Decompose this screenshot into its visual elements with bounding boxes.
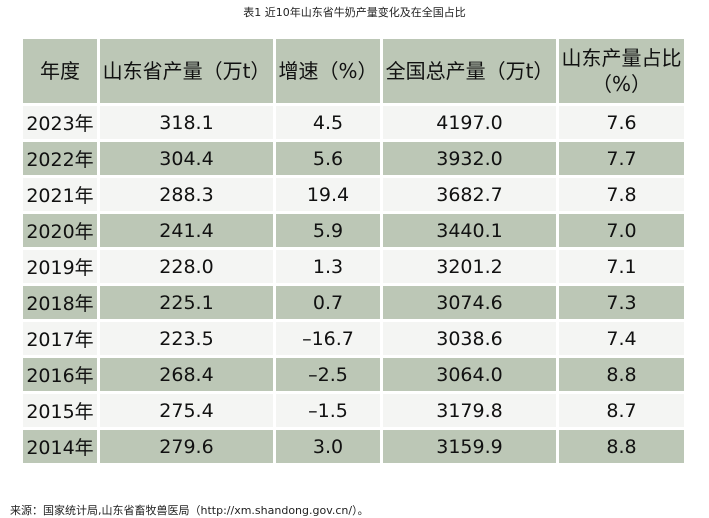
cell-national-output: 3682.7 xyxy=(380,175,559,214)
cell-shandong-output: 304.4 xyxy=(97,139,276,178)
table-row: 2022年 304.4 5.6 3932.0 7.7 xyxy=(20,139,687,178)
cell-shandong-share: 8.8 xyxy=(556,355,687,394)
column-header-national-output: 全国总产量（万t） xyxy=(380,36,559,106)
cell-shandong-share: 7.4 xyxy=(556,319,687,358)
table-row: 2018年 225.1 0.7 3074.6 7.3 xyxy=(20,283,687,322)
cell-shandong-output: 225.1 xyxy=(97,283,276,322)
cell-growth-rate: 3.0 xyxy=(273,427,383,466)
cell-national-output: 3038.6 xyxy=(380,319,559,358)
cell-shandong-share: 7.0 xyxy=(556,211,687,250)
cell-year: 2023年 xyxy=(20,103,100,142)
cell-year: 2019年 xyxy=(20,247,100,286)
cell-year: 2014年 xyxy=(20,427,100,466)
table-row: 2016年 268.4 –2.5 3064.0 8.8 xyxy=(20,355,687,394)
cell-national-output: 3074.6 xyxy=(380,283,559,322)
cell-year: 2020年 xyxy=(20,211,100,250)
cell-growth-rate: 5.6 xyxy=(273,139,383,178)
cell-national-output: 3064.0 xyxy=(380,355,559,394)
cell-shandong-share: 8.7 xyxy=(556,391,687,430)
cell-shandong-share: 7.3 xyxy=(556,283,687,322)
column-header-growth-rate: 增速（%） xyxy=(273,36,383,106)
source-note: 来源：国家统计局,山东省畜牧兽医局（http://xm.shandong.gov… xyxy=(10,504,369,517)
table-row: 2023年 318.1 4.5 4197.0 7.6 xyxy=(20,103,687,142)
cell-year: 2021年 xyxy=(20,175,100,214)
cell-national-output: 3932.0 xyxy=(380,139,559,178)
cell-shandong-output: 223.5 xyxy=(97,319,276,358)
cell-growth-rate: –16.7 xyxy=(273,319,383,358)
column-header-shandong-output: 山东省产量（万t） xyxy=(97,36,276,106)
cell-year: 2015年 xyxy=(20,391,100,430)
cell-national-output: 4197.0 xyxy=(380,103,559,142)
cell-national-output: 3159.9 xyxy=(380,427,559,466)
cell-shandong-output: 318.1 xyxy=(97,103,276,142)
table-row: 2014年 279.6 3.0 3159.9 8.8 xyxy=(20,427,687,466)
table-body: 2023年 318.1 4.5 4197.0 7.6 2022年 304.4 5.6 3932.… xyxy=(20,103,687,466)
cell-shandong-output: 288.3 xyxy=(97,175,276,214)
table-row: 2015年 275.4 –1.5 3179.8 8.7 xyxy=(20,391,687,430)
cell-year: 2022年 xyxy=(20,139,100,178)
cell-shandong-share: 7.6 xyxy=(556,103,687,142)
column-header-shandong-share: 山东产量占比（%） xyxy=(556,36,687,106)
cell-growth-rate: 19.4 xyxy=(273,175,383,214)
table-row: 2021年 288.3 19.4 3682.7 7.8 xyxy=(20,175,687,214)
column-header-year: 年度 xyxy=(20,36,100,106)
table-row: 2019年 228.0 1.3 3201.2 7.1 xyxy=(20,247,687,286)
cell-shandong-output: 275.4 xyxy=(97,391,276,430)
cell-growth-rate: –1.5 xyxy=(273,391,383,430)
cell-year: 2017年 xyxy=(20,319,100,358)
table-row: 2020年 241.4 5.9 3440.1 7.0 xyxy=(20,211,687,250)
table-row: 2017年 223.5 –16.7 3038.6 7.4 xyxy=(20,319,687,358)
table-header-row: 年度 山东省产量（万t） 增速（%） 全国总产量（万t） 山东产量占比（%） xyxy=(20,36,687,106)
milk-production-table: 年度 山东省产量（万t） 增速（%） 全国总产量（万t） 山东产量占比（%） 2… xyxy=(20,36,687,466)
cell-shandong-share: 7.8 xyxy=(556,175,687,214)
table-caption: 表1 近10年山东省牛奶产量变化及在全国占比 xyxy=(243,6,466,19)
cell-national-output: 3179.8 xyxy=(380,391,559,430)
cell-growth-rate: 5.9 xyxy=(273,211,383,250)
cell-year: 2018年 xyxy=(20,283,100,322)
cell-shandong-share: 7.7 xyxy=(556,139,687,178)
cell-national-output: 3201.2 xyxy=(380,247,559,286)
cell-shandong-output: 279.6 xyxy=(97,427,276,466)
cell-growth-rate: 0.7 xyxy=(273,283,383,322)
cell-growth-rate: 4.5 xyxy=(273,103,383,142)
cell-growth-rate: –2.5 xyxy=(273,355,383,394)
cell-shandong-share: 7.1 xyxy=(556,247,687,286)
cell-growth-rate: 1.3 xyxy=(273,247,383,286)
cell-year: 2016年 xyxy=(20,355,100,394)
cell-shandong-output: 241.4 xyxy=(97,211,276,250)
cell-national-output: 3440.1 xyxy=(380,211,559,250)
cell-shandong-output: 228.0 xyxy=(97,247,276,286)
cell-shandong-share: 8.8 xyxy=(556,427,687,466)
cell-shandong-output: 268.4 xyxy=(97,355,276,394)
